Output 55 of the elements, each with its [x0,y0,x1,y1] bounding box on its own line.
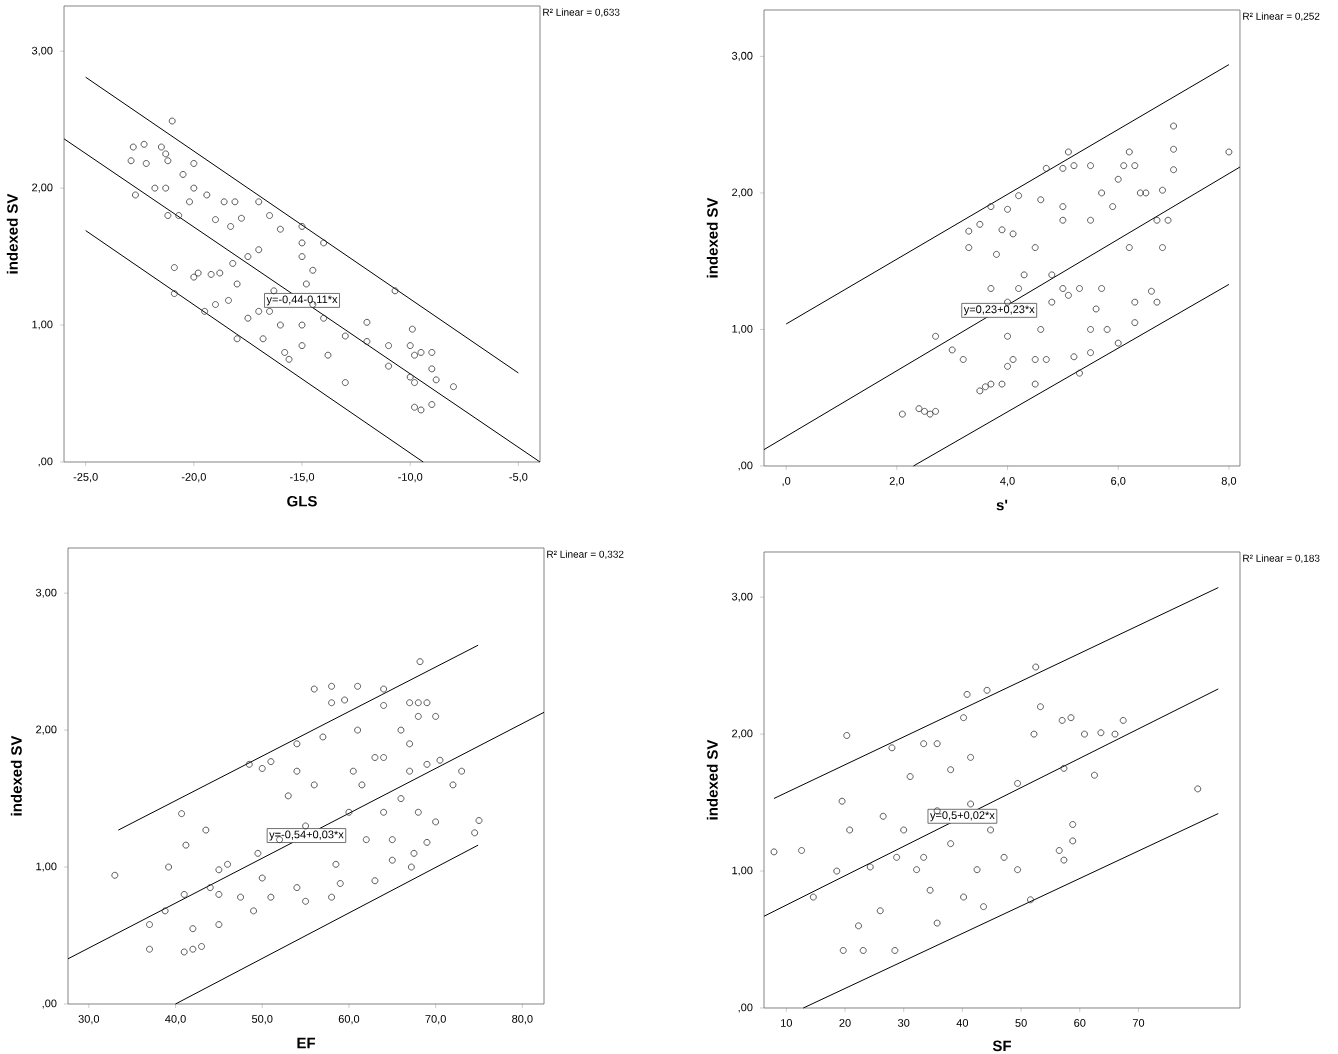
point [1060,764,1068,772]
point [846,826,854,834]
point [1119,717,1127,724]
point [973,866,981,874]
point [891,947,899,954]
point [1097,729,1105,737]
point [926,886,934,894]
point [1000,853,1008,861]
point [933,919,941,927]
point [770,848,778,856]
point [879,812,887,820]
point [960,714,967,722]
point [866,863,874,871]
point [843,732,851,739]
point [1060,856,1068,864]
point [1069,821,1077,828]
point [1014,780,1021,787]
point [1030,730,1038,738]
point [913,866,921,874]
point [1032,663,1040,671]
point [987,826,994,834]
point [1111,730,1119,738]
point [983,686,991,694]
point [1069,837,1077,845]
point [798,847,805,854]
point [893,853,901,861]
point [980,903,987,911]
point [967,753,975,761]
point [838,797,846,805]
point [1058,717,1066,724]
point [1014,866,1021,874]
point [833,867,841,875]
point [888,744,896,752]
point [1067,714,1075,722]
point [1194,785,1202,793]
point [920,853,928,861]
point [839,947,847,954]
point [876,907,884,915]
point [900,826,908,834]
point [960,893,967,901]
point [947,840,955,848]
point [1081,730,1088,738]
point [1055,847,1063,854]
point [1091,771,1098,779]
point [1027,896,1034,904]
point [1037,703,1044,711]
point [933,740,941,748]
point [859,947,867,954]
point [963,691,971,698]
point [855,922,862,930]
point [920,740,928,748]
point [967,800,975,808]
point [809,893,817,901]
point [906,773,914,780]
point [947,766,955,774]
